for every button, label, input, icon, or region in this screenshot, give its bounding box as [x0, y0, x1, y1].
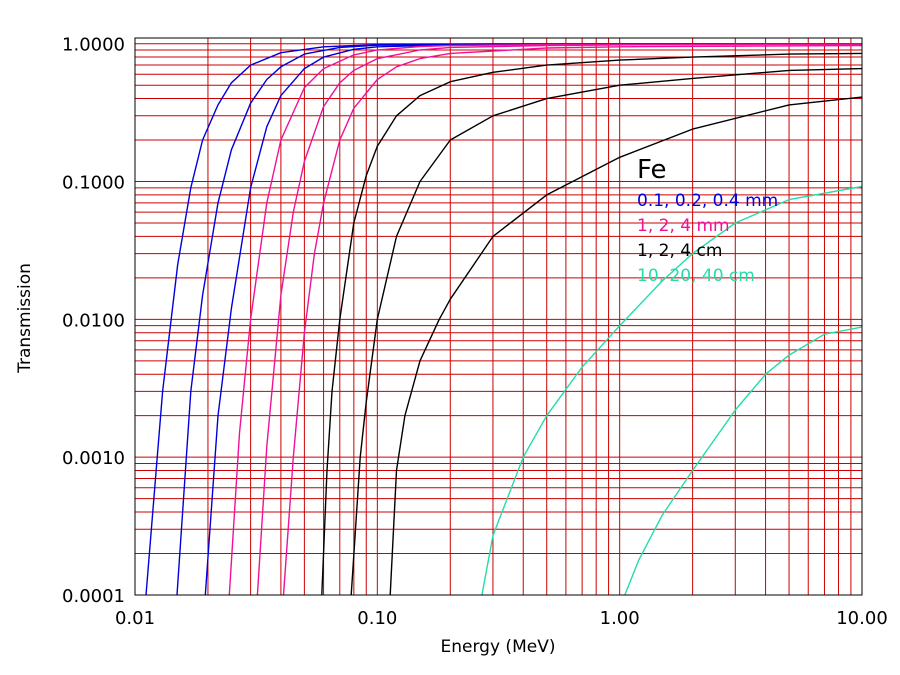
y-tick-label: 0.1000: [62, 173, 125, 194]
series-line-4: [228, 43, 862, 595]
y-axis-title: Transmission: [15, 263, 35, 374]
grid-lines: [134, 38, 862, 596]
y-tick-label: 1.0000: [62, 35, 125, 56]
x-axis-title: Energy (MeV): [441, 637, 556, 657]
x-tick-labels: 0.01 0.10 1.00 10.00: [115, 608, 888, 629]
x-tick-label: 1.00: [600, 608, 640, 629]
series-line-10: [481, 185, 862, 595]
series-line-6: [282, 44, 862, 595]
series-line-8: [350, 67, 862, 595]
series-line-9: [389, 96, 862, 595]
legend-entry: 1, 2, 4 cm: [637, 241, 722, 261]
plot-frame: [134, 37, 863, 596]
series-line-11: [624, 326, 862, 595]
legend-title: Fe: [637, 155, 667, 185]
curves: [145, 43, 862, 595]
y-tick-label: 0.0010: [62, 448, 125, 469]
series-line-5: [256, 43, 862, 595]
x-tick-label: 0.10: [357, 608, 397, 629]
y-tick-labels: 1.0000 0.1000 0.0100 0.0010 0.0001: [62, 35, 125, 607]
x-tick-label: 0.01: [115, 608, 155, 629]
x-tick-label: 10.00: [836, 608, 888, 629]
y-tick-label: 0.0001: [62, 586, 125, 607]
legend-entry: 0.1, 0.2, 0.4 mm: [637, 191, 778, 211]
legend-entry: 1, 2, 4 mm: [637, 216, 730, 236]
legend: 0.1, 0.2, 0.4 mm 1, 2, 4 mm 1, 2, 4 cm 10, …: [637, 191, 778, 286]
y-tick-label: 0.0100: [62, 310, 125, 331]
series-line-7: [321, 52, 862, 595]
legend-entry: 10, 20, 40 cm: [637, 266, 755, 286]
